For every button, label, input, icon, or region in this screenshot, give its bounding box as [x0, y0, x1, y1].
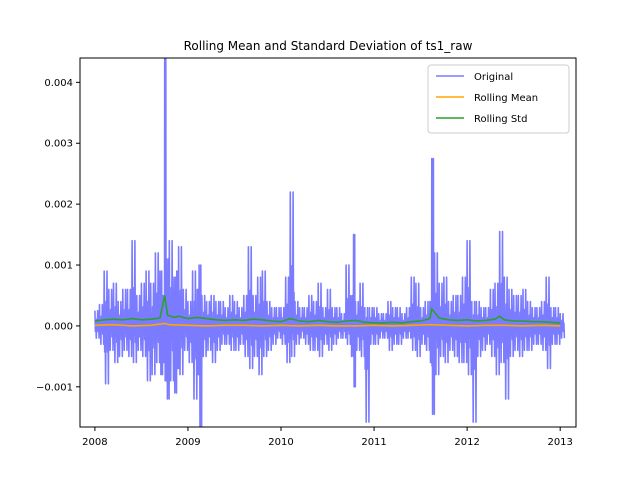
x-tick-label: 2013	[547, 437, 572, 448]
y-tick-label: 0.004	[44, 78, 73, 89]
x-tick-label: 2008	[82, 437, 107, 448]
y-tick-label: 0.000	[44, 321, 73, 332]
legend-label: Rolling Std	[474, 114, 527, 125]
series-rolling-mean-line	[94, 322, 561, 327]
series-rolling-std-line	[94, 295, 561, 324]
y-tick-label: 0.002	[44, 200, 73, 211]
legend: Original Rolling Mean Rolling Std	[427, 64, 570, 134]
plot-frame	[79, 57, 577, 428]
y-tick-label: 0.001	[44, 261, 73, 272]
y-tick-label: −0.001	[36, 382, 73, 393]
legend-label: Rolling Mean	[474, 93, 538, 104]
legend-box	[427, 64, 570, 134]
chart-title: Rolling Mean and Standard Deviation of t…	[184, 39, 473, 53]
legend-label: Original	[474, 72, 513, 83]
x-tick-label: 2009	[175, 437, 200, 448]
x-tick-label: 2010	[268, 437, 293, 448]
y-tick-label: 0.003	[44, 139, 73, 150]
x-tick-label: 2012	[454, 437, 479, 448]
x-tick-label: 2011	[361, 437, 386, 448]
